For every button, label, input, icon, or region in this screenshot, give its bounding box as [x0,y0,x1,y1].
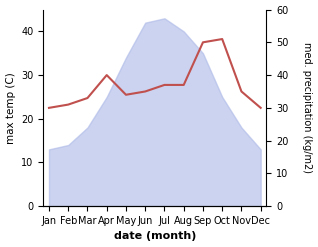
Y-axis label: max temp (C): max temp (C) [5,72,16,144]
X-axis label: date (month): date (month) [114,231,196,242]
Y-axis label: med. precipitation (kg/m2): med. precipitation (kg/m2) [302,42,313,173]
